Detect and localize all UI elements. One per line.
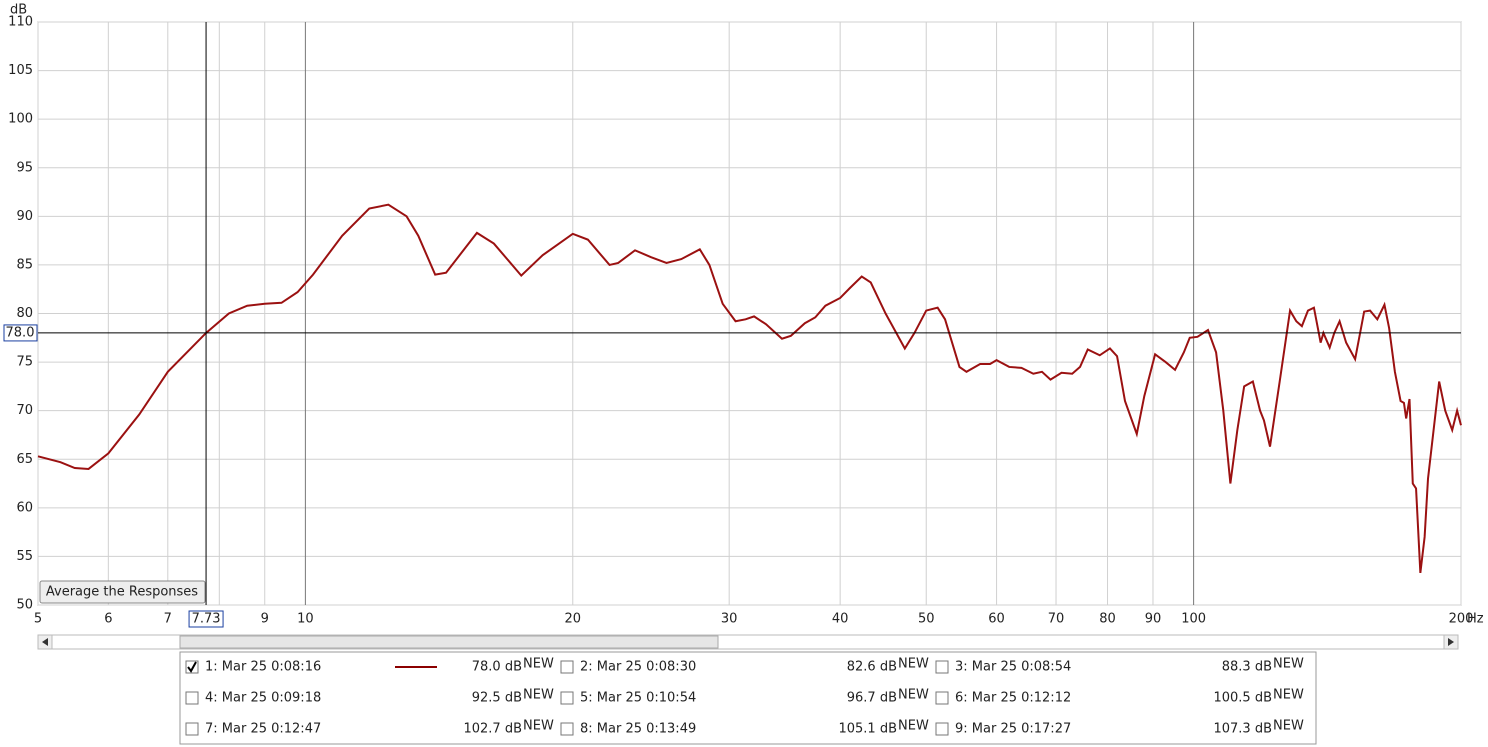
legend-level: 107.3 dB xyxy=(1213,722,1272,737)
checkbox[interactable] xyxy=(560,722,574,736)
arrow-right xyxy=(1448,638,1454,646)
legend-badge: NEW xyxy=(898,719,929,734)
cursor-y-label: 78.0 xyxy=(6,325,35,340)
y-tick-label: 100 xyxy=(8,112,33,127)
legend-name[interactable]: 5: Mar 25 0:10:54 xyxy=(580,691,696,706)
checkbox[interactable] xyxy=(935,691,949,705)
x-tick-label: 70 xyxy=(1048,612,1065,627)
x-tick-label: 40 xyxy=(832,612,849,627)
x-axis-label: Hz xyxy=(1467,612,1484,627)
cursor-y-box xyxy=(3,324,38,342)
legend-name[interactable]: 4: Mar 25 0:09:18 xyxy=(205,691,321,706)
y-tick-label: 95 xyxy=(16,160,33,175)
y-tick-label: 75 xyxy=(16,355,33,370)
checkbox[interactable] xyxy=(935,722,949,736)
legend-name[interactable]: 8: Mar 25 0:13:49 xyxy=(580,722,696,737)
legend-level: 82.6 dB xyxy=(847,660,897,675)
scroll-thumb[interactable] xyxy=(179,635,719,649)
checkbox[interactable] xyxy=(185,722,199,736)
checkbox[interactable] xyxy=(935,660,949,674)
button-label[interactable]: Average the Responses xyxy=(46,585,198,600)
cursor: 78.0 7.73 xyxy=(3,22,1461,628)
legend-badge: NEW xyxy=(898,688,929,703)
x-tick-label: 5 xyxy=(34,612,42,627)
cursor-x-label: 7.73 xyxy=(192,612,221,627)
y-tick-label: 50 xyxy=(16,598,33,613)
legend-badge: NEW xyxy=(1273,719,1304,734)
legend-level: 105.1 dB xyxy=(838,722,897,737)
legend-badge: NEW xyxy=(523,719,554,734)
x-tick-label: 6 xyxy=(104,612,112,627)
legend-badge: NEW xyxy=(1273,688,1304,703)
legend-badge: NEW xyxy=(523,657,554,672)
x-tick-label: 20 xyxy=(564,612,581,627)
legend-name[interactable]: 6: Mar 25 0:12:12 xyxy=(955,691,1071,706)
button-frame[interactable] xyxy=(39,580,206,604)
legend-name[interactable]: 2: Mar 25 0:08:30 xyxy=(580,660,696,675)
arrow-left xyxy=(42,638,48,646)
scrollbar[interactable] xyxy=(37,634,1459,650)
y-tick-label: 85 xyxy=(16,257,33,272)
legend-level: 92.5 dB xyxy=(472,691,522,706)
legend: 1: Mar 25 0:08:16 78.0 dB NEW 2: Mar 25 0:0… xyxy=(185,657,1304,737)
checkbox[interactable] xyxy=(560,660,574,674)
y-tick-label: 70 xyxy=(16,403,33,418)
curve-layer xyxy=(37,203,1462,574)
legend-name[interactable]: 7: Mar 25 0:12:47 xyxy=(205,722,321,737)
legend-level: 96.7 dB xyxy=(847,691,897,706)
y-axis-label: dB xyxy=(10,3,27,18)
x-tick-label: 200 xyxy=(1449,612,1474,627)
checkbox[interactable] xyxy=(185,691,199,705)
x-tick-label: 90 xyxy=(1145,612,1162,627)
legend-name[interactable]: 9: Mar 25 0:17:27 xyxy=(955,722,1071,737)
cursor-x-box xyxy=(188,610,224,628)
y-tick-label: 110 xyxy=(8,15,33,30)
legend-badge: NEW xyxy=(1273,657,1304,672)
response-curve xyxy=(37,203,1462,574)
x-tick-label: 30 xyxy=(721,612,738,627)
y-tick-label: 60 xyxy=(16,500,33,515)
legend-level: 100.5 dB xyxy=(1213,691,1272,706)
checkmark xyxy=(187,661,197,673)
legend-level: 88.3 dB xyxy=(1222,660,1272,675)
y-tick-label: 105 xyxy=(8,63,33,78)
legend-badge: NEW xyxy=(523,688,554,703)
x-tick-label: 10 xyxy=(297,612,314,627)
x-tick-label: 50 xyxy=(918,612,935,627)
checkbox[interactable] xyxy=(560,691,574,705)
average-button[interactable]: Average the Responses xyxy=(39,580,206,604)
grid: 5055606570758085909510010511056789102030… xyxy=(8,15,1473,627)
y-tick-label: 65 xyxy=(16,452,33,467)
x-tick-label: 7 xyxy=(164,612,172,627)
legend-name[interactable]: 3: Mar 25 0:08:54 xyxy=(955,660,1071,675)
y-tick-label: 80 xyxy=(16,306,33,321)
y-tick-label: 55 xyxy=(16,549,33,564)
x-tick-label: 80 xyxy=(1099,612,1116,627)
x-tick-label: 60 xyxy=(988,612,1005,627)
x-tick-label: 9 xyxy=(261,612,269,627)
legend-badge: NEW xyxy=(898,657,929,672)
legend-name[interactable]: 1: Mar 25 0:08:16 xyxy=(205,660,321,675)
legend-level: 102.7 dB xyxy=(463,722,522,737)
y-tick-label: 90 xyxy=(16,209,33,224)
legend-panel xyxy=(179,651,1317,745)
x-tick-label: 100 xyxy=(1181,612,1206,627)
legend-level: 78.0 dB xyxy=(472,660,522,675)
